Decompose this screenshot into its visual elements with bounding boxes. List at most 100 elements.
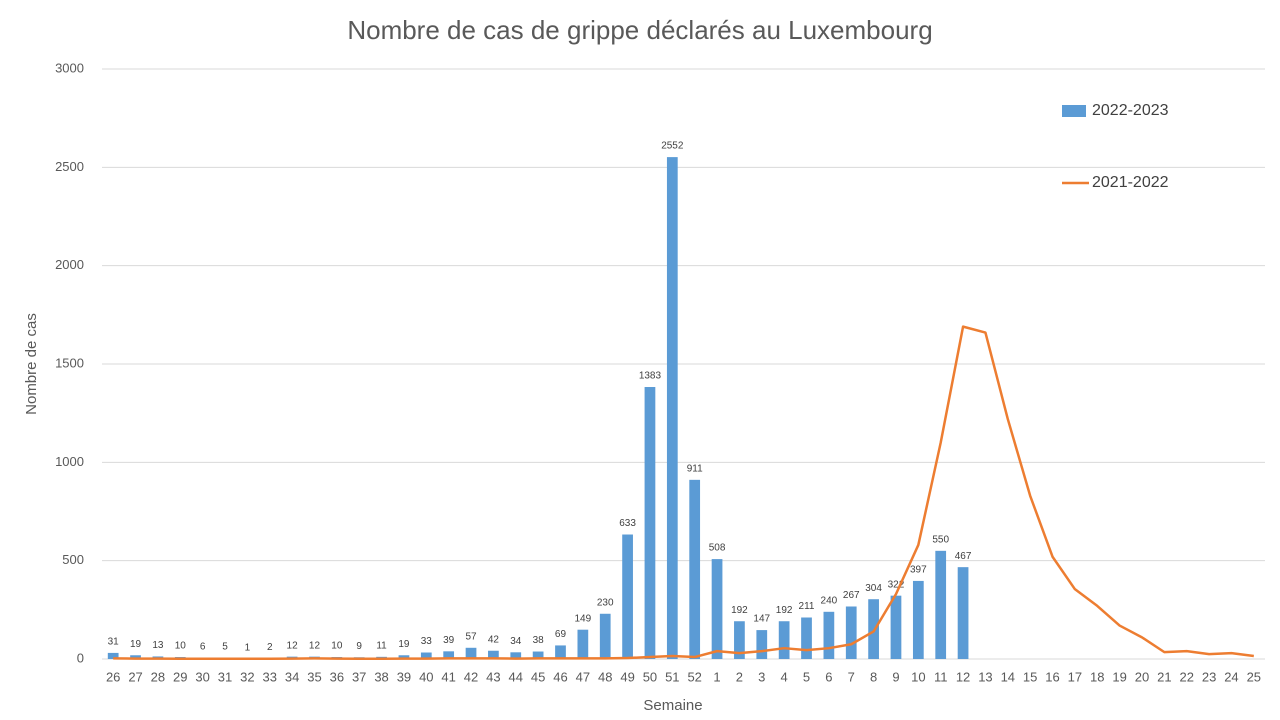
x-tick-label: 49 [620, 669, 634, 684]
bar [577, 629, 589, 659]
x-tick-label: 21 [1157, 669, 1171, 684]
chart-title: Nombre de cas de grippe déclarés au Luxe… [347, 15, 932, 45]
data-label: 633 [619, 518, 636, 529]
legend-swatch [1062, 105, 1086, 117]
x-tick-label: 16 [1045, 669, 1059, 684]
bar [130, 655, 141, 659]
bar [801, 617, 812, 659]
data-label: 2552 [661, 141, 684, 152]
bar [823, 611, 835, 659]
line [113, 325, 1254, 661]
data-label: 38 [533, 635, 545, 646]
y-tick-label: 500 [62, 552, 84, 567]
x-tick-label: 36 [330, 669, 344, 684]
x-tick-label: 44 [509, 669, 523, 684]
data-label: 12 [287, 640, 299, 651]
x-tick-label: 32 [240, 669, 254, 684]
bar [107, 652, 119, 659]
bar [622, 534, 633, 659]
x-axis-title: Semaine [643, 697, 702, 714]
bar [510, 652, 522, 659]
data-label: 31 [108, 637, 120, 648]
x-tick-label: 8 [870, 669, 877, 684]
data-label: 42 [488, 634, 500, 645]
x-tick-label: 3 [758, 669, 765, 684]
x-tick-label: 5 [803, 669, 810, 684]
x-tick-label: 37 [352, 669, 366, 684]
x-tick-label: 33 [263, 669, 277, 684]
y-tick-label: 2000 [55, 257, 84, 272]
data-label: 397 [910, 565, 927, 576]
x-tick-label: 13 [978, 669, 992, 684]
x-tick-label: 2 [736, 669, 743, 684]
x-tick-label: 35 [307, 669, 321, 684]
bar [532, 651, 544, 659]
bar [890, 595, 902, 659]
data-label: 192 [776, 605, 793, 616]
y-tick-label: 1500 [55, 355, 84, 370]
bar [756, 630, 768, 659]
bar [912, 580, 924, 659]
data-label: 33 [421, 636, 433, 647]
bar [599, 613, 611, 659]
x-tick-label: 48 [598, 669, 612, 684]
x-tick-label: 12 [956, 669, 970, 684]
data-label: 240 [821, 595, 838, 606]
y-tick-label: 2500 [55, 159, 84, 174]
x-tick-label: 15 [1023, 669, 1037, 684]
bar [778, 621, 790, 659]
x-tick-label: 47 [576, 669, 590, 684]
data-label: 467 [955, 551, 972, 562]
data-label: 508 [709, 543, 726, 554]
x-tick-label: 1 [713, 669, 720, 684]
data-label: 911 [687, 463, 703, 474]
x-tick-label: 11 [934, 669, 948, 684]
legend-label: 2022-2023 [1092, 102, 1169, 119]
bar [935, 550, 947, 659]
data-label: 11 [376, 640, 387, 651]
x-tick-label: 10 [911, 669, 925, 684]
x-tick-label: 29 [173, 669, 187, 684]
data-label: 12 [309, 640, 321, 651]
x-tick-label: 23 [1202, 669, 1216, 684]
bar [555, 645, 566, 659]
data-label: 69 [555, 629, 567, 640]
x-tick-label: 50 [643, 669, 657, 684]
legend-label: 2021-2022 [1092, 174, 1169, 191]
data-label: 2 [267, 642, 273, 653]
x-tick-label: 24 [1224, 669, 1238, 684]
x-tick-label: 39 [397, 669, 411, 684]
data-label: 13 [152, 640, 164, 651]
x-tick-label: 51 [665, 669, 679, 684]
bar [957, 567, 969, 659]
x-tick-label: 31 [218, 669, 232, 684]
x-tick-label: 18 [1090, 669, 1104, 684]
y-tick-label: 3000 [55, 60, 84, 75]
x-tick-label: 27 [128, 669, 142, 684]
bar [398, 655, 410, 659]
x-tick-label: 4 [781, 669, 788, 684]
bar [644, 387, 656, 659]
bar [666, 157, 678, 659]
x-tick-label: 42 [464, 669, 478, 684]
x-tick-label: 9 [892, 669, 899, 684]
x-tick-label: 43 [486, 669, 500, 684]
bar [845, 606, 857, 659]
x-tick-label: 30 [195, 669, 209, 684]
bar [689, 479, 701, 659]
x-tick-label: 7 [848, 669, 855, 684]
x-tick-label: 52 [687, 669, 701, 684]
x-tick-label: 46 [553, 669, 567, 684]
data-label: 267 [843, 590, 860, 601]
bar [420, 652, 432, 659]
x-tick-label: 22 [1179, 669, 1193, 684]
x-tick-label: 20 [1135, 669, 1149, 684]
data-label: 10 [331, 641, 343, 652]
data-label: 34 [510, 636, 522, 647]
data-label: 192 [731, 605, 748, 616]
data-label: 147 [753, 614, 770, 625]
data-label: 5 [222, 642, 228, 653]
data-label: 304 [865, 583, 882, 594]
x-tick-label: 34 [285, 669, 299, 684]
